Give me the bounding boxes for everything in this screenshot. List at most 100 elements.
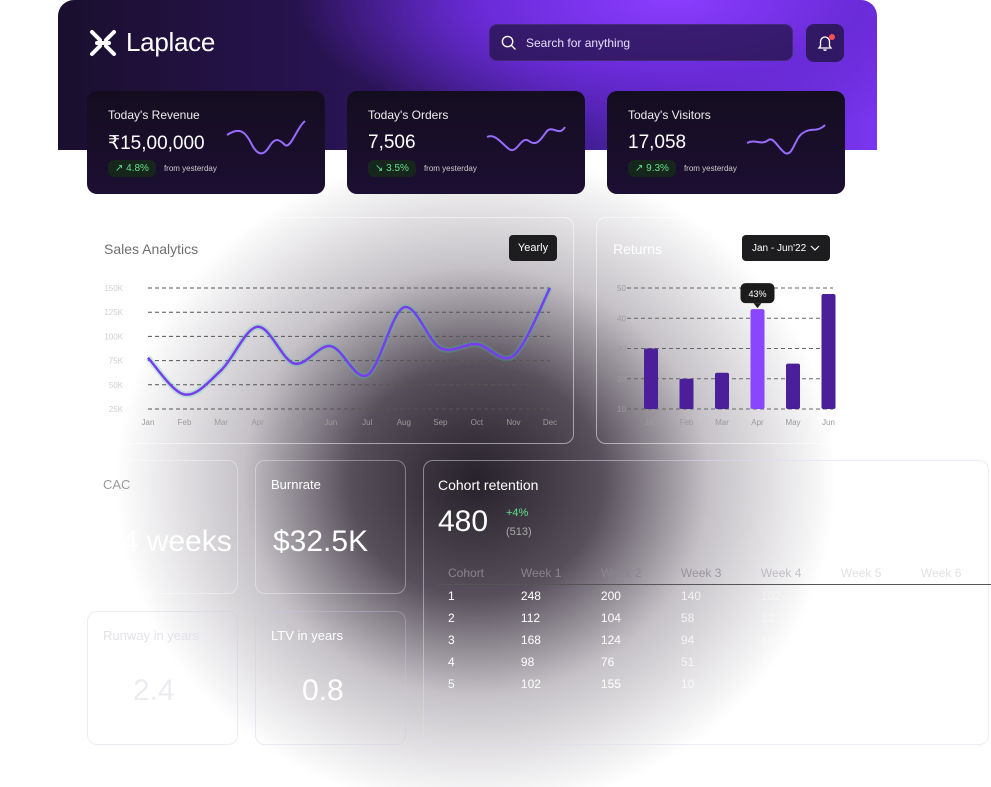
cell: 1: [438, 585, 511, 608]
cell: 14: [911, 651, 991, 673]
cac-value: 14 weeks: [105, 525, 232, 559]
sales-line-chart: 150K 125K 100K 75K 50K 25K Jan Feb Mar Apr May Jun J…: [88, 218, 575, 445]
cohort-title: Cohort retention: [438, 477, 538, 493]
cohort-change: +4%: [506, 507, 528, 519]
sales-analytics-panel: Sales Analytics Yearly 150K 125K 100K 75K 50…: [87, 217, 574, 444]
notifications-button[interactable]: [806, 24, 844, 62]
cell: 3: [438, 629, 511, 651]
cohort-table: Cohort Week 1 Week 2 Week 3 Week 4 Week …: [438, 562, 991, 695]
cell: 155: [591, 673, 671, 695]
runway-title: Runway in years: [103, 628, 199, 643]
x-tick-label: Mar: [214, 418, 228, 427]
notification-dot: [829, 34, 835, 40]
cell: 104: [591, 607, 671, 629]
cell: 10: [671, 673, 751, 695]
cell: 2: [911, 673, 991, 695]
delta-badge: ↘ 3.5%: [368, 160, 416, 177]
x-tick-label: Jan: [142, 418, 155, 427]
cell: 12: [751, 607, 831, 629]
cohort-previous: (513): [506, 526, 532, 538]
cell: 98: [511, 651, 591, 673]
cac-card[interactable]: CAC 14 weeks: [87, 460, 238, 594]
cell: 12: [831, 629, 911, 651]
cell: 94: [671, 629, 751, 651]
x-tick-label: May: [785, 418, 800, 427]
x-tick-label: Apr: [251, 418, 264, 427]
x-tick-label: Nov: [506, 418, 520, 427]
tooltip-pointer: [754, 303, 762, 308]
x-tick-label: Jun: [822, 418, 835, 427]
ltv-card[interactable]: LTV in years 0.8: [255, 611, 406, 745]
search-bar[interactable]: [489, 24, 793, 61]
column-header: Week 2: [591, 562, 671, 585]
app-logo[interactable]: Laplace: [88, 27, 215, 58]
column-header: Week 1: [511, 562, 591, 585]
table-row[interactable]: 1 248 200 140 102 84 25: [438, 585, 991, 608]
tooltip-label: 43%: [748, 289, 766, 299]
runway-value: 2.4: [133, 674, 175, 708]
column-header: Week 4: [751, 562, 831, 585]
delta-caption: from yesterday: [684, 164, 737, 173]
cell: 102: [511, 673, 591, 695]
x-tick-label: Oct: [471, 418, 484, 427]
delta-badge: ↗ 9.3%: [628, 160, 676, 177]
y-tick-label: 20: [617, 375, 626, 384]
ltv-title: LTV in years: [271, 628, 343, 643]
x-tick-label: Feb: [680, 418, 694, 427]
y-tick-label: 50K: [109, 381, 124, 390]
bar: [644, 349, 658, 410]
app-name: Laplace: [126, 27, 215, 58]
cell: 18: [751, 629, 831, 651]
cell: 6: [751, 651, 831, 673]
orders-card[interactable]: Today's Orders 7,506 ↘ 3.5% from yesterd…: [347, 91, 585, 194]
revenue-card[interactable]: Today's Revenue ₹15,00,000 ↗ 4.8% from y…: [87, 91, 325, 194]
visitors-card[interactable]: Today's Visitors 17,058 ↗ 9.3% from yest…: [607, 91, 845, 194]
cell: 200: [591, 585, 671, 608]
delta-badge: ↗ 4.8%: [108, 160, 156, 177]
cell: 0: [831, 673, 911, 695]
cac-title: CAC: [103, 477, 130, 492]
y-tick-label: 30: [617, 345, 626, 354]
y-tick-label: 100K: [104, 332, 123, 341]
x-tick-label: Feb: [178, 418, 192, 427]
cohort-value: 480: [438, 505, 488, 539]
cell: 25: [911, 585, 991, 608]
y-tick-label: 40: [617, 314, 626, 323]
table-row[interactable]: 5 102 155 10 0 0 2: [438, 673, 991, 695]
laplace-logo-icon: [88, 28, 118, 58]
column-header: Week 3: [671, 562, 751, 585]
bar: [822, 294, 836, 409]
cell: 12: [831, 651, 911, 673]
table-row[interactable]: 4 98 76 51 6 12 14: [438, 651, 991, 673]
ltv-value: 0.8: [302, 674, 344, 708]
cell: 4: [438, 651, 511, 673]
table-row[interactable]: 2 112 104 58 12 2 0: [438, 607, 991, 629]
runway-card[interactable]: Runway in years 2.4: [87, 611, 238, 745]
cell: 2: [438, 607, 511, 629]
cell: 58: [671, 607, 751, 629]
bar: [715, 373, 729, 409]
bar: [751, 309, 765, 409]
x-tick-label: Aug: [397, 418, 411, 427]
table-row[interactable]: 3 168 124 94 18 12 4: [438, 629, 991, 651]
y-tick-label: 75K: [109, 357, 124, 366]
cell: 84: [831, 585, 911, 608]
burnrate-card[interactable]: Burnrate $32.5K: [255, 460, 406, 594]
cell: 102: [751, 585, 831, 608]
cell: 76: [591, 651, 671, 673]
y-tick-label: 25K: [109, 405, 124, 414]
x-tick-label: Jul: [362, 418, 372, 427]
search-input[interactable]: [524, 35, 778, 51]
y-tick-label: 10: [617, 405, 626, 414]
cell: 140: [671, 585, 751, 608]
x-tick-label: Dec: [543, 418, 557, 427]
cell: 124: [591, 629, 671, 651]
x-tick-label: May: [287, 418, 302, 427]
series-line-glow: [148, 288, 550, 395]
cell: 5: [438, 673, 511, 695]
x-tick-label: Jun: [324, 418, 337, 427]
cell: 168: [511, 629, 591, 651]
orders-sparkline: [485, 117, 567, 159]
x-tick-label: Jan: [645, 418, 658, 427]
